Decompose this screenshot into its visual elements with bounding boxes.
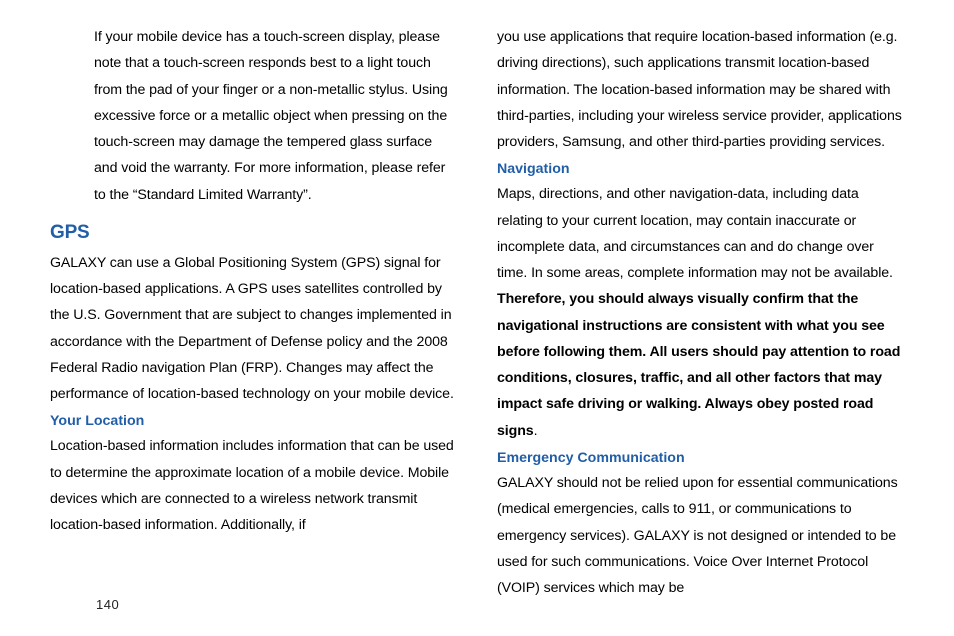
navigation-heading: Navigation (497, 161, 904, 177)
emergency-communication-paragraph: GALAXY should not be relied upon for ess… (497, 470, 904, 601)
left-column: If your mobile device has a touch-screen… (50, 24, 457, 636)
navigation-text-bold: Therefore, you should always visually co… (497, 291, 900, 438)
page-number: 140 (96, 597, 119, 612)
gps-heading: GPS (50, 222, 457, 244)
navigation-text-plain: Maps, directions, and other navigation-d… (497, 186, 893, 281)
your-location-heading: Your Location (50, 413, 457, 429)
gps-paragraph: GALAXY can use a Global Positioning Syst… (50, 250, 457, 408)
navigation-paragraph: Maps, directions, and other navigation-d… (497, 181, 904, 444)
page-two-column: If your mobile device has a touch-screen… (0, 0, 954, 636)
navigation-period: . (534, 423, 538, 439)
right-column: you use applications that require locati… (497, 24, 904, 636)
location-continuation-paragraph: you use applications that require locati… (497, 24, 904, 155)
emergency-communication-heading: Emergency Communication (497, 450, 904, 466)
touchscreen-warranty-paragraph: If your mobile device has a touch-screen… (50, 24, 457, 208)
your-location-paragraph: Location-based information includes info… (50, 433, 457, 538)
